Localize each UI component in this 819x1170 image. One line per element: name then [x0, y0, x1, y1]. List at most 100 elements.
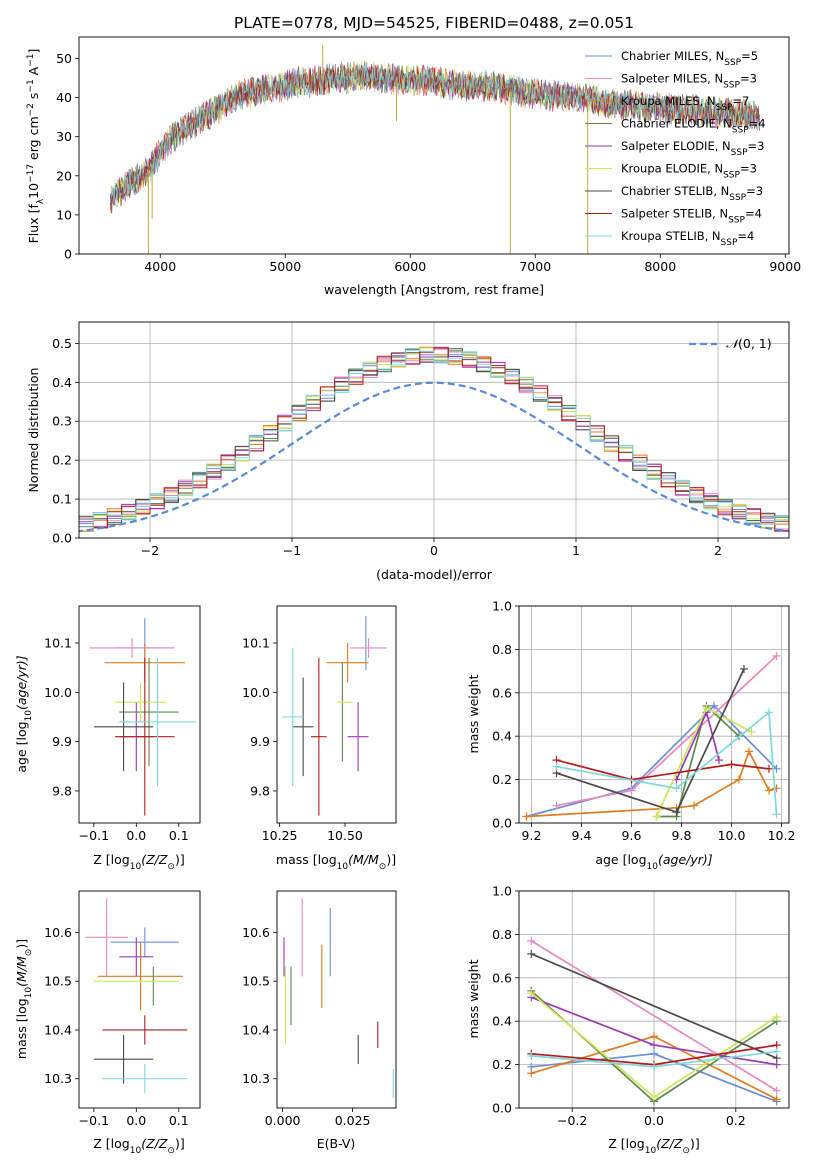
x-axis-label-part: ⊙ [167, 1146, 175, 1156]
errorbar-chabrier-stelib [93, 1034, 154, 1084]
age-vs-Z-axes: −0.1 0.0 0.19.89.910.010.1Z [log10(Z/Z⊙)]a… [14, 605, 201, 872]
legend-label-part: SSP [723, 81, 740, 91]
hist-salpeter-stelib [79, 347, 789, 532]
y-axis-label-part: (age/yr)] [14, 655, 29, 710]
y-tick-label: 30 [56, 129, 72, 144]
y-axis-label-part: 10 [26, 183, 41, 199]
age-vs-mass-frame [276, 605, 397, 824]
y-tick-label: 9.8 [52, 783, 72, 798]
x-axis-label-part: mass [log [276, 852, 337, 867]
series-line [556, 759, 770, 781]
legend-label-part: SSP [724, 58, 741, 68]
figure-title: PLATE=0778, MJD=54525, FIBERID=0488, z=0… [234, 14, 634, 32]
y-axis-label-part: (M/M [14, 956, 29, 987]
legend-label-part: Salpeter MILES, N [621, 72, 723, 86]
y-tick-label: 0 [64, 247, 72, 262]
legend-label: Salpeter MILES, NSSP=3 [621, 72, 757, 91]
legend-label-part: Chabrier STELIB, N [621, 184, 729, 198]
legend-label-part: Chabrier ELODIE, N [621, 117, 732, 131]
y-axis-label: mass [log10(M/M⊙)] [14, 939, 34, 1059]
legend-label-part: SSP [723, 171, 740, 181]
errorbar-salpeter-miles [350, 638, 387, 658]
errorbar-chabrier-elodie [119, 657, 179, 767]
x-axis-label-part: (age/yr)] [658, 852, 713, 867]
age-vs-Z-plot-area [89, 618, 196, 816]
x-tick-label: 9.4 [572, 828, 592, 843]
errorbar-salpeter-stelib [102, 1015, 188, 1045]
x-axis-label-part: )] [386, 852, 396, 867]
legend-label-part: Kroupa MILES, N [621, 94, 716, 108]
spectrum-line-kroupa-elodie [110, 61, 761, 208]
x-tick-label: −2 [141, 543, 159, 558]
y-axis-label-part: s [26, 93, 41, 104]
weight-vs-Z-axes: −0.2 0.0 0.2 0.0 0.2 0.4 0.6 0.8 1.0 Z [log10(Z/Z… [466, 884, 790, 1156]
x-tick-label: 10.2 [768, 828, 796, 843]
x-axis-label-part: ⊙ [379, 862, 387, 872]
x-tick-label: 2 [714, 543, 722, 558]
x-axis-label: age [log10(age/yr)] [595, 852, 712, 872]
legend-label-part: SSP [729, 193, 746, 203]
y-tick-label: 0.6 [492, 970, 512, 985]
x-axis-label: wavelength [Angstrom, rest frame] [324, 282, 544, 297]
legend-label-part: =3 [740, 72, 757, 86]
weight-vs-age-frame [518, 605, 790, 824]
legend-label-part: =4 [737, 229, 754, 243]
legend-label: Chabrier ELODIE, NSSP=4 [621, 117, 766, 136]
weight-vs-Z-plot-area [527, 936, 781, 1106]
y-tick-label: 9.9 [250, 734, 270, 749]
errorbar-chabrier-stelib [292, 677, 314, 777]
y-tick-label: 9.9 [52, 734, 72, 749]
legend-label-part: Chabrier MILES, N [621, 49, 724, 63]
x-axis-label-part: (M/M [348, 852, 379, 867]
y-tick-label: 0.0 [492, 1101, 512, 1116]
errorbar-salpeter-miles [89, 638, 175, 658]
series-line [656, 704, 740, 818]
x-tick-label: 10.25 [262, 828, 298, 843]
mass-vs-EBV-frame [276, 890, 397, 1109]
mass-vs-EBV-axes: 0.000 0.025 10.3 10.4 10.5 10.6 E(B-V) [242, 890, 397, 1151]
legend-label-part: =4 [745, 207, 762, 221]
hist-kroupa-stelib [79, 349, 789, 528]
x-tick-label: 1 [572, 543, 580, 558]
legend-label: Chabrier MILES, NSSP=5 [621, 49, 758, 68]
legend-label: Kroupa MILES, NSSP=7 [621, 94, 749, 113]
y-axis-label-part: mass [log [14, 998, 29, 1059]
x-tick-label: 0.1 [169, 1113, 189, 1128]
legend-label-part: =7 [732, 94, 749, 108]
y-tick-label: 10.5 [242, 974, 270, 989]
x-axis-label-part: 10 [130, 862, 142, 872]
series-kroupa-stelib [527, 1047, 781, 1071]
gaussian-curve [79, 381, 789, 533]
weight-vs-age-plot-area [522, 651, 781, 821]
x-axis-label-part: 10 [130, 1146, 142, 1156]
x-tick-label: 0.025 [335, 1113, 371, 1128]
residuals-axes: −2 −1 0 1 2 0.0 0.1 0.2 0.3 0.4 0.5 (data-model)/er… [26, 321, 790, 582]
x-axis-label-part: Z [log [93, 852, 129, 867]
legend-label-part: =5 [741, 49, 758, 63]
y-tick-label: 20 [56, 168, 72, 183]
errorbar-salpeter-miles [85, 898, 128, 977]
x-axis-label-part: (Z/Z [141, 1136, 168, 1151]
errorbar-kroupa-stelib [102, 1064, 188, 1094]
y-axis-label-part: A [26, 66, 41, 79]
legend-label-part: SSP [732, 126, 749, 136]
y-axis-label: Normed distribution [26, 368, 41, 493]
x-tick-label: −0.2 [557, 1113, 587, 1128]
y-tick-label: 0.4 [492, 1014, 512, 1029]
y-axis-label-part: −17 [26, 164, 36, 183]
legend-label-part: Salpeter ELODIE, N [621, 139, 731, 153]
y-axis-label-part: −1 [26, 79, 36, 92]
x-tick-label: 0 [430, 543, 438, 558]
x-tick-label: 9000 [769, 259, 801, 274]
series-salpeter-miles [527, 936, 781, 1095]
errorbar-kroupa-stelib [282, 647, 304, 787]
errorbar-salpeter-stelib [311, 657, 327, 816]
y-axis-label-part: λ [36, 198, 46, 204]
y-tick-label: 0.3 [52, 414, 72, 429]
y-tick-label: 50 [56, 51, 72, 66]
y-axis-label-part: −1 [26, 54, 36, 67]
y-axis-label: mass weight [466, 674, 481, 753]
x-axis-label: (data-model)/error [376, 567, 493, 582]
